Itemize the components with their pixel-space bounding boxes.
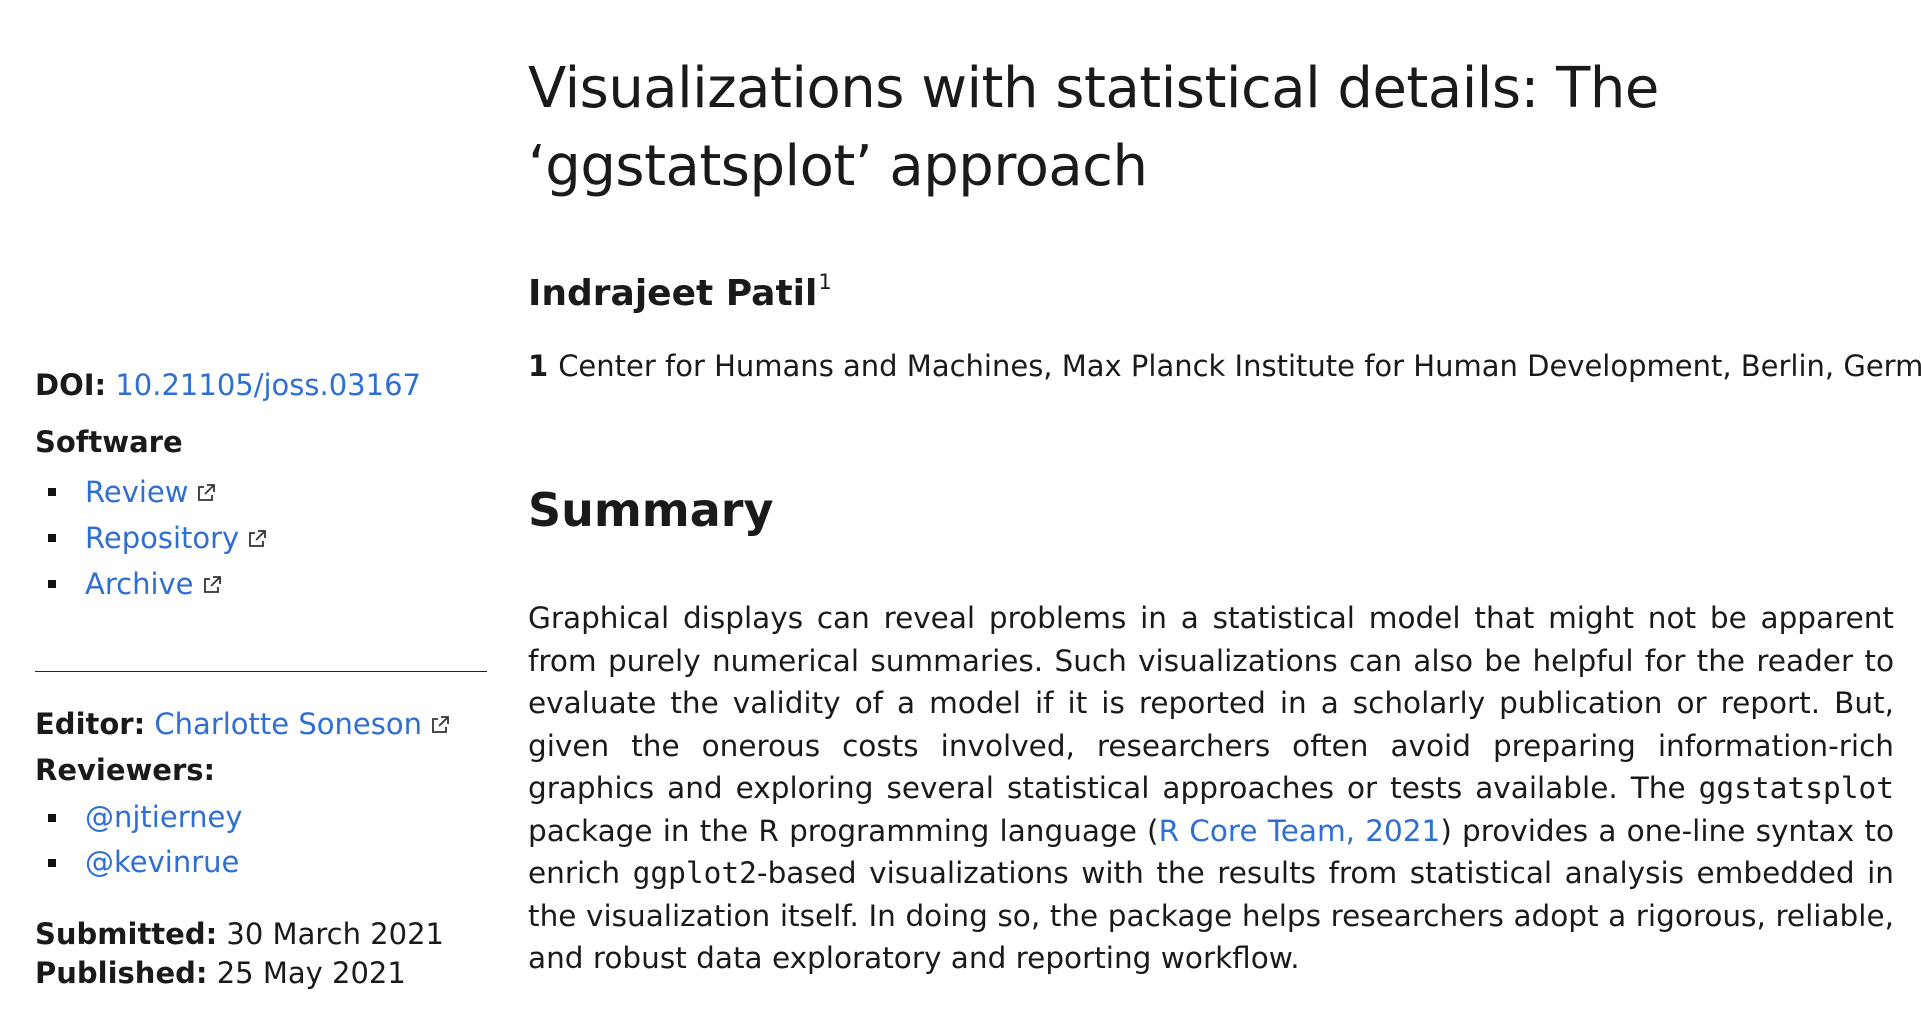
review-link[interactable]: Review [85,475,189,509]
summary-text-part1: Graphical displays can reveal problems i… [528,601,1894,805]
author-affiliation-mark: 1 [818,270,832,294]
reviewer-item[interactable]: @njtierney [48,795,490,840]
affiliation-line: 1 Center for Humans and Machines, Max Pla… [528,346,1921,386]
software-link-review[interactable]: Review [48,469,490,515]
external-link-icon[interactable] [430,715,450,735]
reviewer-link-kevinrue[interactable]: @kevinrue [85,845,240,879]
code-ggplot2: ggplot2 [632,856,757,890]
software-link-repository[interactable]: Repository [48,515,490,561]
author-line: Indrajeet Patil1 [528,260,1894,316]
affiliation-text: Center for Humans and Machines, Max Plan… [558,349,1921,383]
published-line: Published: 25 May 2021 [35,954,490,993]
citation-link[interactable]: R Core Team, 2021 [1158,813,1441,848]
published-date: 25 May 2021 [216,956,406,990]
repository-link[interactable]: Repository [85,521,240,555]
summary-paragraph: Graphical displays can reveal problems i… [528,597,1894,980]
square-bullet [48,534,56,542]
editor-label: Editor: [35,707,146,741]
square-bullet [48,814,56,822]
sidebar: DOI: 10.21105/joss.03167 Software Review… [35,365,490,990]
editor-line: Editor: Charlotte Soneson [35,701,490,747]
code-ggstatsplot: ggstatsplot [1698,771,1894,805]
reviewers-heading: Reviewers: [35,753,216,787]
affiliation-number: 1 [528,349,549,383]
author-name: Indrajeet Patil [528,273,818,314]
software-heading: Software [35,425,183,459]
summary-text-part4: -based visualizations with the results f… [528,856,1895,975]
dates-block: Submitted: 30 March 2021 Published: 25 M… [35,915,490,993]
doi-link[interactable]: 10.21105/joss.03167 [115,368,421,402]
reviewers-list: @njtierney @kevinrue [35,795,490,885]
editor-block: Editor: Charlotte Soneson Reviewers: @nj… [35,701,490,993]
archive-link[interactable]: Archive [85,567,194,601]
published-label: Published: [35,956,208,990]
paper-title: Visualizations with statistical details:… [528,56,1659,199]
doi-label: DOI: [35,368,107,402]
summary-text-part3: ) provides a one-line syntax to enrich [528,813,1894,891]
submitted-date: 30 March 2021 [226,917,444,951]
summary-heading: Summary [528,483,774,537]
square-bullet [48,488,56,496]
external-link-icon[interactable] [247,529,267,549]
software-link-archive[interactable]: Archive [48,561,490,607]
square-bullet [48,580,56,588]
square-bullet [48,859,56,867]
editor-link[interactable]: Charlotte Soneson [154,707,422,741]
summary-text-part2: package in the R programming language ( [528,813,1159,848]
main-content: Visualizations with statistical details:… [528,50,1921,1009]
submitted-label: Submitted: [35,917,218,951]
submitted-line: Submitted: 30 March 2021 [35,915,490,954]
external-link-icon[interactable] [196,483,216,503]
sidebar-divider [35,671,487,672]
external-link-icon[interactable] [202,575,222,595]
reviewer-item[interactable]: @kevinrue [48,840,490,885]
doi-line: DOI: 10.21105/joss.03167 [35,365,490,405]
software-links-list: Review Repository Archive [35,469,490,607]
reviewer-link-njtierney[interactable]: @njtierney [85,800,243,834]
